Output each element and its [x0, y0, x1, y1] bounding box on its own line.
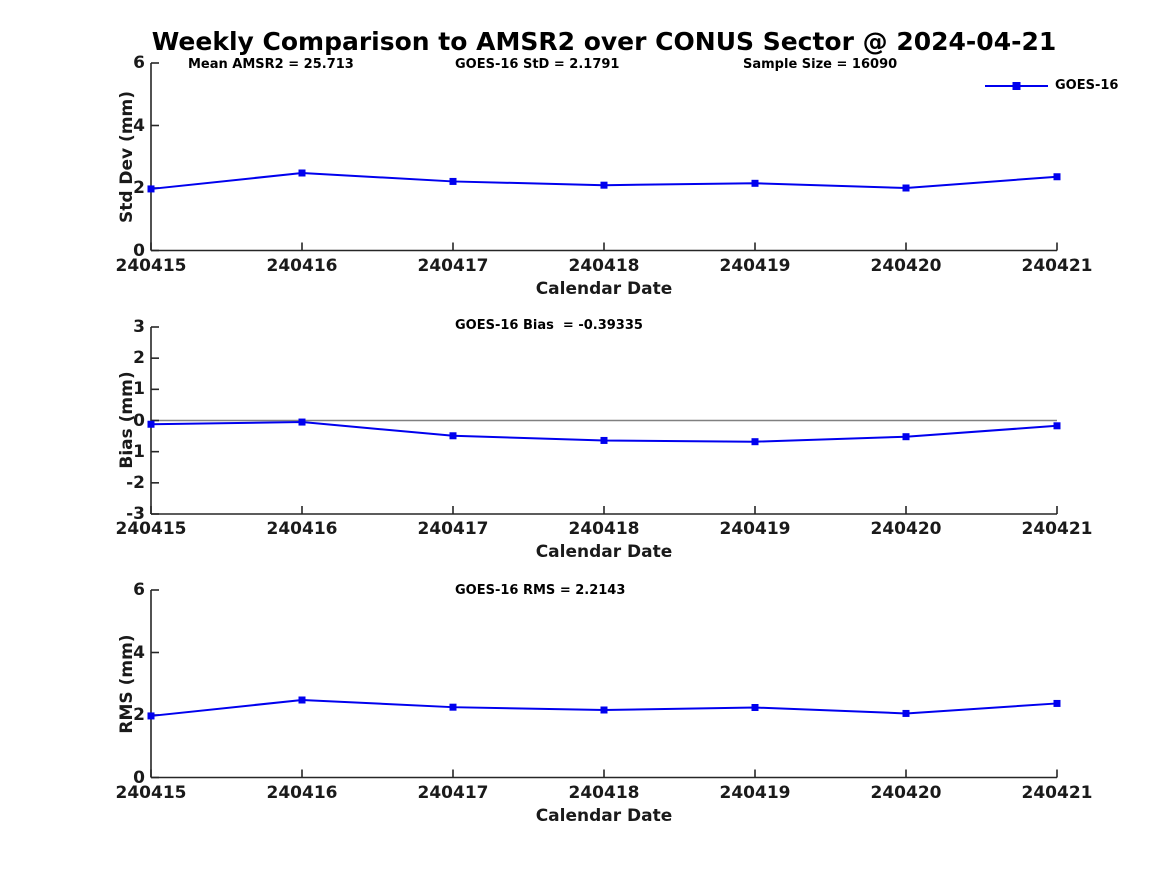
x-tick-label: 240419 [719, 519, 791, 539]
rms-x-axis-label: Calendar Date [535, 806, 673, 826]
data-point-marker [902, 433, 910, 441]
data-point-marker [298, 169, 306, 177]
annotation-mean-amsr2: Mean AMSR2 = 25.713 [188, 57, 354, 72]
y-tick-label: 6 [133, 580, 145, 600]
y-tick-label: -2 [126, 472, 145, 493]
y-tick-label: -1 [126, 441, 145, 462]
data-point-marker [600, 181, 608, 189]
x-tick-label: 240417 [417, 255, 489, 276]
data-point-marker [449, 703, 457, 711]
data-point-marker [147, 420, 155, 428]
legend-marker [1012, 82, 1021, 90]
y-tick-label: 4 [133, 642, 145, 663]
y-tick-label: 0 [133, 410, 145, 431]
data-point-marker [147, 712, 155, 720]
data-point-marker [449, 432, 457, 440]
x-tick-label: 240417 [417, 519, 489, 539]
stddev-x-axis-label: Calendar Date [535, 279, 673, 299]
y-tick-label: 3 [133, 317, 145, 337]
data-point-marker [1053, 699, 1061, 707]
rms-y-axis-label: RMS (mm) [117, 634, 137, 734]
x-tick-label: 240416 [266, 255, 338, 276]
x-tick-label: 240415 [115, 519, 187, 539]
data-point-marker [600, 436, 608, 444]
y-tick-label: 4 [133, 115, 145, 136]
annotation-goes16-bias: GOES-16 Bias = -0.39335 [455, 318, 643, 333]
data-point-marker [902, 709, 910, 717]
figure-title: Weekly Comparison to AMSR2 over CONUS Se… [151, 27, 1057, 56]
data-point-marker [751, 179, 759, 187]
x-tick-label: 240420 [870, 255, 942, 276]
x-tick-label: 240419 [719, 782, 791, 803]
annotation-goes16-rms: GOES-16 RMS = 2.2143 [455, 583, 626, 598]
y-tick-label: 1 [133, 379, 145, 400]
annotation-goes16-std: GOES-16 StD = 2.1791 [455, 57, 620, 72]
x-tick-label: 240419 [719, 255, 791, 276]
y-tick-label: 2 [133, 705, 145, 725]
x-tick-label: 240415 [115, 255, 187, 276]
data-point-marker [751, 438, 759, 446]
bias-y-axis-label: Bias (mm) [117, 371, 137, 469]
legend-label: GOES-16 [1055, 78, 1119, 93]
x-tick-label: 240418 [568, 519, 640, 539]
x-tick-label: 240417 [417, 782, 489, 803]
x-tick-label: 240420 [870, 782, 942, 803]
data-point-marker [751, 704, 759, 711]
x-tick-label: 240418 [568, 255, 640, 276]
y-tick-label: -3 [126, 504, 145, 524]
data-point-marker [298, 696, 306, 704]
data-point-marker [600, 706, 608, 714]
x-tick-label: 240416 [266, 519, 338, 539]
x-tick-label: 240420 [870, 519, 942, 539]
x-tick-label: 240421 [1021, 782, 1093, 803]
bias-x-axis-label: Calendar Date [535, 542, 673, 562]
data-point-marker [1053, 422, 1061, 430]
data-point-marker [147, 185, 155, 193]
x-tick-label: 240421 [1021, 255, 1093, 276]
y-tick-label: 0 [133, 767, 145, 788]
stddev-y-axis-label: Std Dev (mm) [117, 90, 137, 224]
annotation-sample-size: Sample Size = 16090 [743, 57, 898, 72]
data-point-marker [449, 177, 457, 185]
x-tick-label: 240421 [1021, 519, 1093, 539]
y-tick-label: 6 [133, 53, 145, 73]
y-tick-label: 2 [133, 178, 145, 198]
data-point-marker [298, 418, 306, 426]
data-point-marker [902, 184, 910, 192]
y-tick-label: 0 [133, 240, 145, 261]
x-tick-label: 240418 [568, 782, 640, 803]
x-tick-label: 240415 [115, 782, 187, 803]
y-tick-label: 2 [133, 348, 145, 369]
data-point-marker [1053, 173, 1061, 181]
x-tick-label: 240416 [266, 782, 338, 803]
